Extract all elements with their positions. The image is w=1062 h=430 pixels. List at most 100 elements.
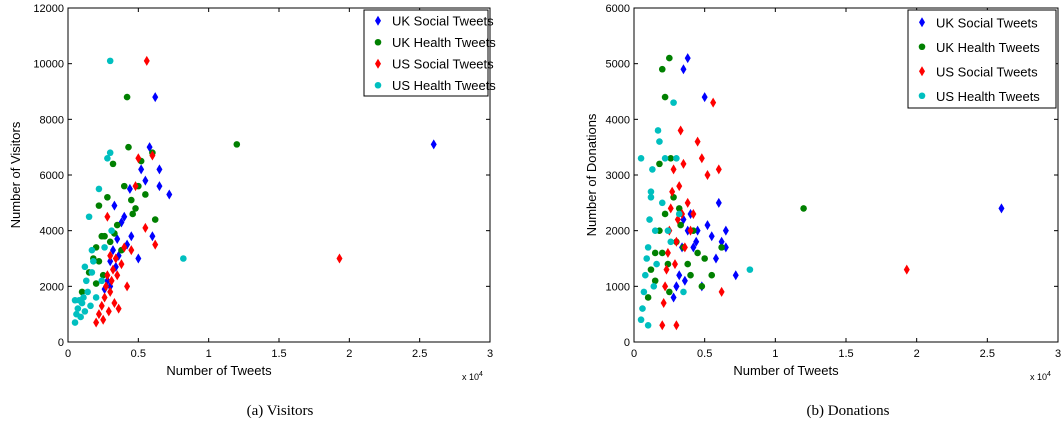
data-point [98,300,105,311]
data-point [675,205,683,212]
data-point [92,294,100,301]
series-uk-health [644,54,807,301]
data-point [142,222,149,233]
data-point [111,298,118,309]
data-point [180,255,187,262]
data-point [115,303,122,314]
data-point [722,225,729,236]
x-axis-label: Number of Tweets [166,363,272,378]
data-point [121,242,128,253]
data-point [85,213,93,221]
data-point [998,203,1005,214]
data-point [710,97,717,108]
data-point [123,93,131,101]
legend: UK Social Tweets UK Health Tweets US Socia… [907,9,1057,109]
data-point [667,238,675,246]
data-point [660,298,667,309]
data-point [149,150,156,161]
x-tick-label: 0 [631,348,637,360]
data-point [659,320,666,331]
data-point [143,55,150,66]
legend-marker [375,58,381,69]
data-point [644,322,652,329]
y-tick-label: 8000 [40,114,64,126]
data-point [708,271,716,279]
data-point [121,211,128,222]
data-point [642,271,649,279]
data-point [658,65,666,73]
data-point [430,139,437,150]
legend-label: UK Social Tweets [936,16,1038,31]
legend-label: US Health Tweets [392,78,496,93]
data-point [644,294,652,301]
data-point [712,253,719,264]
data-point [694,249,701,257]
series-us-social [93,55,343,328]
x-axis-multiplier-exponent: 4 [1047,371,1051,378]
figure-caption: (a) Visitors [247,403,314,419]
y-tick-label: 2000 [40,281,64,293]
data-point [677,125,684,136]
y-tick-label: 1000 [606,281,630,293]
data-point [673,155,680,162]
data-point [95,309,102,320]
data-point [80,294,87,301]
data-point [694,225,701,236]
x-tick-label: 0.5 [131,348,146,360]
x-axis-multiplier: x 104 [462,371,483,382]
x-tick-label: 0.5 [697,348,712,360]
data-point [78,299,86,307]
data-point [124,281,131,292]
data-point [71,319,79,326]
y-tick-label: 10000 [33,59,64,71]
data-point [112,253,119,264]
legend-label: UK Social Tweets [392,13,494,28]
data-point [684,197,691,208]
data-point [152,239,159,250]
data-point [693,236,700,247]
data-point [88,269,96,276]
x-tick-label: 1 [206,348,212,360]
data-point [667,155,675,162]
data-point [687,271,694,279]
data-point [108,227,115,234]
data-point [649,166,656,173]
data-point [95,185,103,193]
data-point [646,216,653,223]
data-point [146,142,153,153]
y-tick-label: 6000 [606,3,630,15]
data-point [142,175,149,186]
data-point [110,245,117,256]
y-tick-label: 0 [58,337,64,349]
data-point [684,260,692,268]
legend-label: US Health Tweets [936,89,1040,104]
data-point [676,181,683,192]
data-point [138,164,145,175]
y-tick-label: 3000 [606,170,630,182]
data-point [101,232,108,240]
data-point [718,244,725,251]
data-point [114,270,121,281]
data-point [694,136,701,147]
y-tick-label: 2000 [606,226,630,238]
data-point [715,197,722,208]
chart-panel-2: 0 0.5 1 1.5 2 2.5 3 0 1000 2000 3000 4000 5000 6000 Nu… [584,3,1061,419]
data-point [647,193,655,201]
y-tick-label: 12000 [33,3,64,15]
data-point [669,186,676,197]
data-point [81,308,89,315]
data-point [690,242,697,253]
data-point [81,263,89,271]
data-point [74,305,82,312]
data-point [640,288,648,296]
data-point [77,313,84,321]
data-point [105,306,112,317]
data-point [92,280,100,287]
data-point [125,143,132,151]
data-point [656,138,663,145]
data-point [664,227,672,234]
chart-panel-1: 0 0.5 1 1.5 2 2.5 3 0 2000 4000 6000 8000 10000 12000… [8,3,496,419]
series-us-health [71,57,187,326]
data-point [690,208,697,219]
data-point [84,288,91,296]
